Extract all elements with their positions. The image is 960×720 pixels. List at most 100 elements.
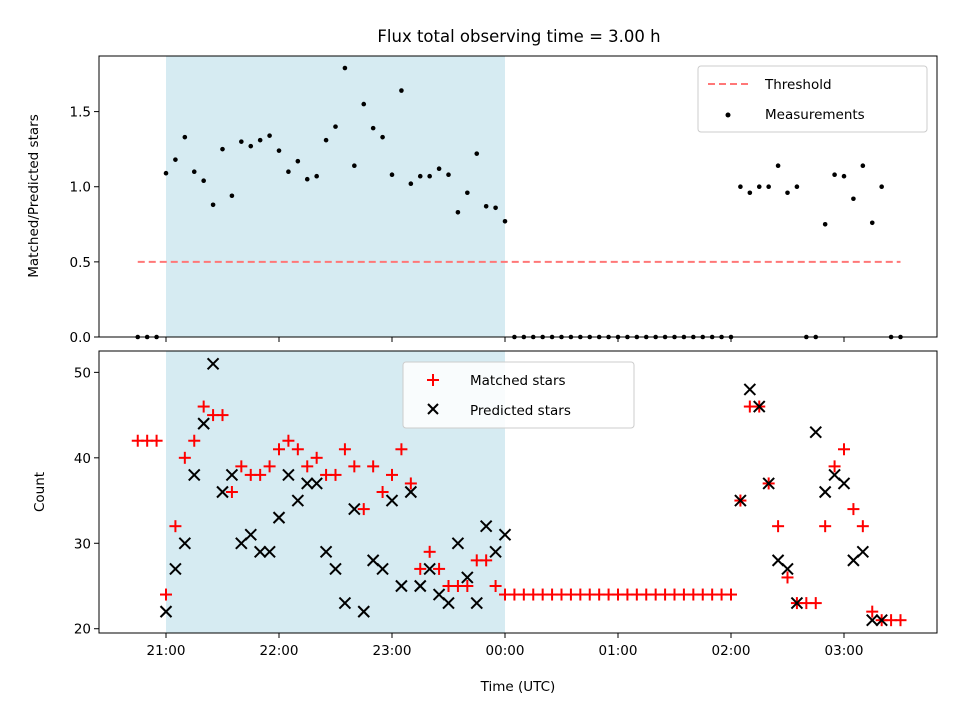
predicted-stars-point: [734, 494, 747, 507]
measurement-point: [738, 184, 743, 190]
measurement-point: [785, 190, 790, 196]
top-shaded-span: [166, 56, 505, 337]
measurement-point: [304, 176, 310, 182]
predicted-stars-point: [498, 528, 512, 541]
measurement-point: [851, 196, 856, 202]
bottom-y-tick-label: 40: [74, 451, 91, 467]
measurement-point: [822, 221, 828, 227]
measurement-point: [201, 178, 206, 184]
matched-stars-point: [376, 486, 389, 498]
x-tick-label: 01:00: [599, 643, 638, 659]
measurement-point: [794, 184, 800, 190]
matched-stars-point: [188, 434, 201, 447]
bottom-panel: 20 30 40 50 21:00 22:00 23:00 00:00 01:00 02:00 0…: [32, 350, 938, 695]
predicted-stars-point: [206, 357, 220, 371]
measurement-point: [775, 163, 781, 168]
matched-stars-point: [480, 554, 493, 567]
top-chart-title: Flux total observing time = 3.00 h: [377, 27, 660, 46]
predicted-stars-point: [319, 545, 333, 559]
measurement-point: [436, 166, 442, 172]
matched-stars-point: [169, 520, 182, 533]
predicted-stars-point: [253, 545, 267, 559]
matched-stars-point: [235, 460, 248, 473]
predicted-stars-point: [470, 596, 483, 610]
predicted-stars-point: [837, 477, 851, 490]
predicted-stars-point: [272, 511, 286, 524]
predicted-stars-point: [451, 537, 465, 550]
predicted-stars-point: [404, 485, 418, 499]
predicted-stars-point: [385, 494, 399, 507]
top-legend: Threshold Measurements: [697, 65, 928, 133]
predicted-stars-point: [338, 596, 352, 610]
bottom-y-tick-label: 50: [74, 365, 91, 381]
measurement-point: [417, 173, 423, 179]
legend-matched-label: Matched stars: [470, 373, 566, 389]
predicted-stars-point: [263, 545, 276, 559]
matched-stars-point: [894, 614, 907, 627]
measurement-point: [257, 137, 263, 143]
matched-stars-point: [725, 588, 737, 601]
predicted-stars-point: [790, 596, 804, 610]
top-legend-box: [697, 65, 928, 133]
matched-stars-point: [395, 443, 408, 456]
matched-stars-point: [423, 545, 436, 558]
predicted-stars-point: [414, 579, 427, 593]
predicted-stars-point: [818, 485, 832, 499]
measurement-point: [323, 137, 329, 143]
predicted-stars-point: [348, 502, 361, 516]
measurement-point: [474, 151, 480, 156]
measurement-point: [191, 169, 197, 175]
x-tick-label: 23:00: [373, 643, 412, 659]
matched-stars-point: [282, 434, 295, 447]
measurement-point: [361, 101, 367, 107]
measurement-point: [766, 184, 771, 190]
measurement-point: [446, 172, 451, 178]
predicted-stars-point: [743, 383, 757, 396]
matched-stars-point: [338, 443, 351, 456]
matched-stars-point: [838, 443, 850, 456]
matched-stars-point: [809, 597, 822, 610]
measurement-point: [389, 172, 395, 178]
measurement-point: [163, 170, 169, 176]
measurement-point: [276, 148, 282, 153]
measurement-point: [173, 157, 178, 162]
predicted-stars-point: [809, 425, 822, 439]
predicted-stars-point: [225, 468, 239, 482]
predicted-stars-point: [291, 494, 305, 507]
matched-stars-point: [866, 605, 879, 618]
x-tick-label: 21:00: [147, 643, 186, 659]
predicted-stars-point: [479, 519, 493, 533]
predicted-stars-point: [329, 562, 342, 576]
bottom-y-tick-label: 30: [74, 536, 91, 552]
predicted-stars-point: [423, 562, 436, 576]
top-y-ticks: 0.0 0.5 1.0 1.5: [70, 105, 99, 346]
predicted-stars-point: [310, 477, 323, 490]
matched-stars-point: [367, 460, 380, 473]
measurement-point: [841, 173, 847, 179]
predicted-stars-point: [159, 605, 173, 618]
predicted-stars-point: [376, 562, 389, 576]
matched-stars-point: [348, 460, 361, 473]
measurement-point: [370, 125, 376, 131]
measurement-point: [229, 193, 235, 199]
matched-stars-point: [178, 451, 191, 464]
matched-stars-point: [433, 562, 446, 575]
predicted-stars-point: [866, 613, 879, 627]
matched-stars-point: [404, 477, 417, 490]
measurement-point: [210, 202, 216, 208]
matched-stars-point: [329, 468, 342, 481]
matched-stars-point: [386, 468, 398, 481]
measurement-point: [493, 205, 498, 211]
measurement-point: [465, 190, 470, 196]
predicted-stars-point: [169, 562, 182, 576]
matched-stars-point: [160, 588, 172, 601]
matched-stars-point: [225, 486, 238, 498]
x-tick-label: 03:00: [825, 643, 864, 659]
measurement-point: [747, 190, 753, 196]
measurement-point: [239, 139, 244, 144]
top-y-tick-label: 0.0: [70, 330, 91, 346]
measurement-point: [427, 173, 432, 179]
matched-stars-point: [819, 520, 832, 533]
predicted-stars-point: [178, 537, 192, 550]
predicted-stars-point: [781, 562, 794, 576]
